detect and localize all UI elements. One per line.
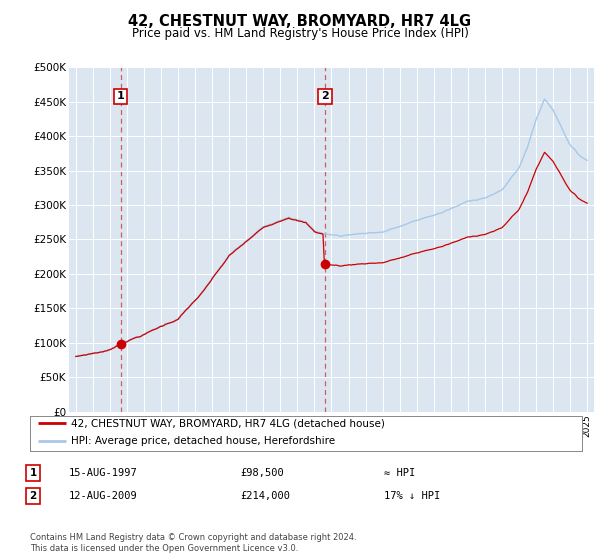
Text: 12-AUG-2009: 12-AUG-2009 (69, 491, 138, 501)
Text: 15-AUG-1997: 15-AUG-1997 (69, 468, 138, 478)
Text: 42, CHESTNUT WAY, BROMYARD, HR7 4LG: 42, CHESTNUT WAY, BROMYARD, HR7 4LG (128, 14, 472, 29)
Text: Price paid vs. HM Land Registry's House Price Index (HPI): Price paid vs. HM Land Registry's House … (131, 27, 469, 40)
Text: 1: 1 (116, 91, 124, 101)
Text: 1: 1 (29, 468, 37, 478)
Text: 17% ↓ HPI: 17% ↓ HPI (384, 491, 440, 501)
Text: Contains HM Land Registry data © Crown copyright and database right 2024.
This d: Contains HM Land Registry data © Crown c… (30, 533, 356, 553)
Text: 2: 2 (29, 491, 37, 501)
Text: 2: 2 (321, 91, 329, 101)
Text: 42, CHESTNUT WAY, BROMYARD, HR7 4LG (detached house): 42, CHESTNUT WAY, BROMYARD, HR7 4LG (det… (71, 418, 385, 428)
Text: HPI: Average price, detached house, Herefordshire: HPI: Average price, detached house, Here… (71, 436, 335, 446)
Text: £214,000: £214,000 (240, 491, 290, 501)
Text: ≈ HPI: ≈ HPI (384, 468, 415, 478)
Text: £98,500: £98,500 (240, 468, 284, 478)
